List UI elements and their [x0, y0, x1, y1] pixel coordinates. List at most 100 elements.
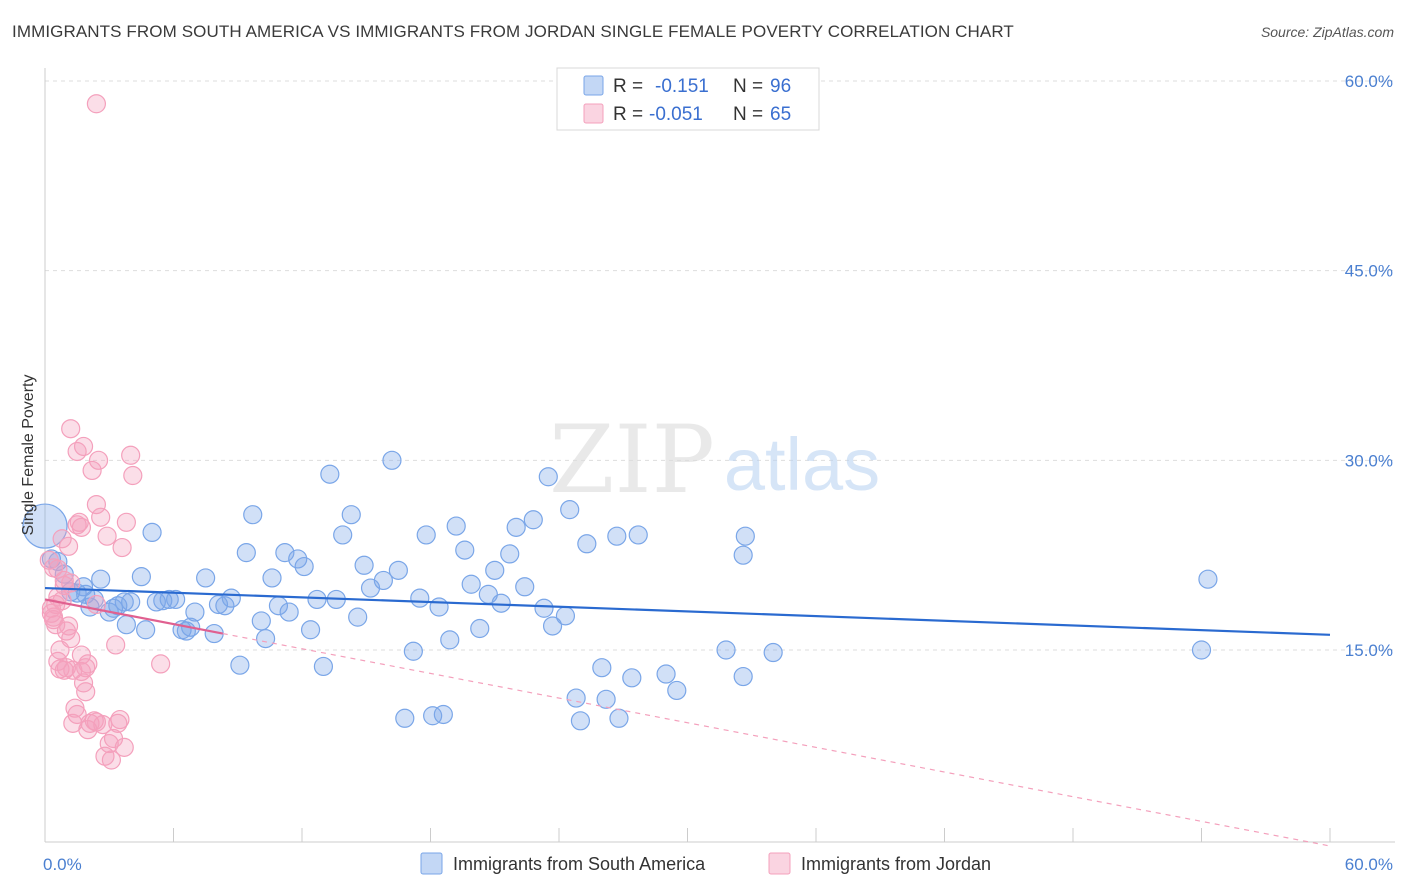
point-jordan-43	[86, 94, 107, 114]
point-south-america-51	[348, 607, 368, 627]
point-south-america-83	[577, 534, 597, 554]
point-south-america-77	[538, 467, 558, 487]
trend-south-america	[44, 586, 1331, 636]
point-south-america-59	[410, 588, 430, 608]
point-south-america-36	[251, 611, 271, 631]
point-south-america-71	[491, 593, 511, 613]
legend-n-label-south-america: N =	[733, 76, 763, 97]
point-south-america-96	[1191, 640, 1212, 660]
point-south-america-37	[255, 629, 276, 649]
point-jordan-62	[61, 573, 81, 593]
point-jordan-60	[151, 654, 171, 674]
point-south-america-64	[440, 630, 460, 650]
data-points	[22, 94, 1218, 770]
point-south-america-43	[294, 556, 314, 577]
y-tick-label-2: 45.0%	[1345, 262, 1393, 281]
point-south-america-32	[221, 588, 241, 608]
legend-swatch-south-america	[583, 75, 604, 96]
point-south-america-68	[470, 618, 490, 639]
point-south-america-14	[114, 592, 134, 612]
trend-lines	[44, 586, 1331, 847]
point-south-america-31	[215, 596, 235, 616]
legend-swatch-jordan	[583, 103, 604, 124]
point-jordan-24	[67, 441, 87, 462]
point-jordan-45	[91, 507, 111, 527]
point-south-america-10	[91, 569, 111, 589]
point-jordan-59	[123, 465, 143, 486]
point-jordan-40	[86, 494, 107, 515]
legend-r-value-jordan: -0.051	[649, 104, 703, 125]
point-south-america-92	[716, 640, 736, 660]
point-jordan-48	[97, 526, 117, 546]
point-south-america-72	[500, 544, 520, 564]
point-south-america-15	[116, 615, 136, 635]
point-south-america-79	[555, 606, 576, 626]
tick-labels: 15.0% 30.0% 45.0% 60.0% 0.0% 60.0%	[43, 72, 1393, 874]
x-tick-label-1: 60.0%	[1345, 855, 1393, 874]
point-south-america-52	[354, 555, 374, 575]
point-south-america-0	[22, 503, 68, 549]
point-south-america-90	[656, 664, 676, 684]
point-south-america-17	[131, 567, 151, 587]
chart-source: Source: ZipAtlas.com	[1260, 24, 1394, 40]
point-south-america-70	[485, 560, 505, 580]
legend-n-value-jordan: 65	[770, 104, 791, 125]
legend-r-label-jordan: R =	[613, 104, 643, 125]
grid-lines	[45, 80, 1395, 651]
legend-r-label-south-america: R =	[613, 76, 643, 97]
point-south-america-28	[196, 568, 216, 588]
trend-ext-jordan	[222, 632, 1331, 847]
point-south-america-85	[596, 689, 616, 709]
point-south-america-75	[523, 510, 543, 530]
bottom-legend-label-jordan: Immigrants from Jordan	[801, 854, 991, 874]
point-south-america-67	[461, 574, 481, 594]
point-south-america-41	[279, 602, 299, 622]
point-south-america-97	[1198, 569, 1218, 589]
legend-box	[556, 67, 820, 131]
point-south-america-76	[534, 598, 554, 618]
point-south-america-87	[609, 708, 629, 728]
legend-n-value-south-america: 96	[770, 76, 791, 97]
point-south-america-94	[735, 526, 755, 546]
point-jordan-30	[71, 517, 92, 537]
point-south-america-27	[185, 602, 205, 622]
point-jordan-58	[121, 445, 141, 465]
point-jordan-56	[114, 737, 134, 757]
trend-jordan	[44, 598, 223, 635]
point-south-america-93	[733, 545, 753, 565]
point-south-america-65	[446, 516, 466, 536]
legend-n-label-jordan: N =	[733, 104, 763, 125]
point-jordan-55	[112, 537, 132, 558]
bottom-legend-swatch-jordan	[768, 852, 791, 875]
point-south-america-47	[320, 464, 340, 484]
point-jordan-50	[101, 750, 121, 770]
point-south-america-80	[560, 500, 580, 520]
point-jordan-54	[110, 709, 130, 730]
point-south-america-57	[395, 708, 415, 728]
point-south-america-98	[733, 666, 753, 687]
legend-r-value-south-america: -0.151	[655, 76, 709, 97]
watermark-zip: ZIP	[549, 406, 715, 515]
point-south-america-95	[763, 642, 783, 663]
y-axis-title: Single Female Poverty	[20, 375, 37, 536]
point-south-america-86	[607, 526, 627, 546]
point-south-america-81	[566, 688, 586, 708]
point-south-america-63	[433, 704, 453, 725]
point-south-america-16	[121, 592, 141, 612]
point-south-america-54	[373, 570, 393, 591]
chart-title: IMMIGRANTS FROM SOUTH AMERICA VS IMMIGRA…	[12, 22, 1014, 41]
x-tick-label-0: 0.0%	[43, 855, 82, 874]
point-south-america-46	[313, 656, 334, 677]
point-south-america-55	[382, 450, 402, 470]
point-south-america-89	[628, 525, 648, 545]
point-jordan-19	[61, 419, 81, 439]
point-jordan-57	[116, 512, 136, 532]
y-tick-label-0: 15.0%	[1345, 641, 1393, 660]
y-tick-label-3: 60.0%	[1345, 72, 1393, 91]
point-jordan-52	[106, 635, 126, 655]
point-south-america-62	[429, 597, 449, 617]
point-south-america-66	[455, 540, 475, 560]
watermark-atlas: atlas	[724, 423, 880, 506]
point-jordan-18	[58, 536, 79, 556]
